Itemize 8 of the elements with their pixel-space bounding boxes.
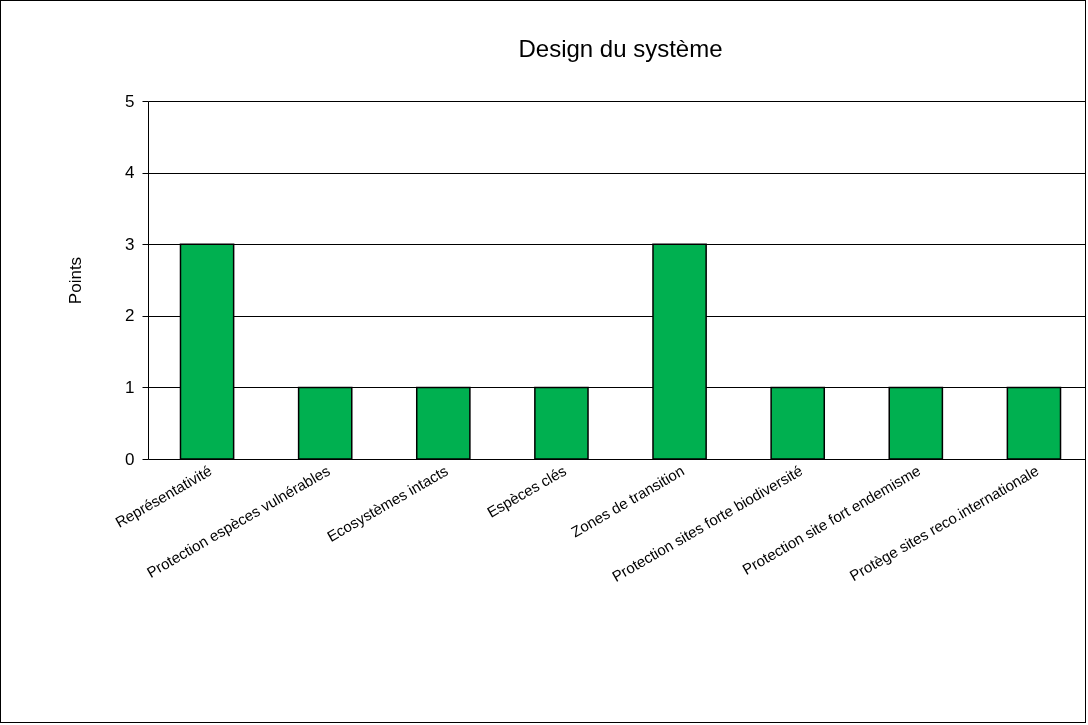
y-tick-label: 0 [125,449,135,469]
y-tick-label: 4 [125,163,135,183]
y-tick-label: 1 [125,377,135,397]
y-tick-label: 5 [125,91,135,111]
chart-title: Design du système [518,35,723,62]
y-axis-title: Points [66,256,86,305]
y-tick-label: 2 [125,306,135,326]
y-tick-label: 3 [125,234,135,254]
